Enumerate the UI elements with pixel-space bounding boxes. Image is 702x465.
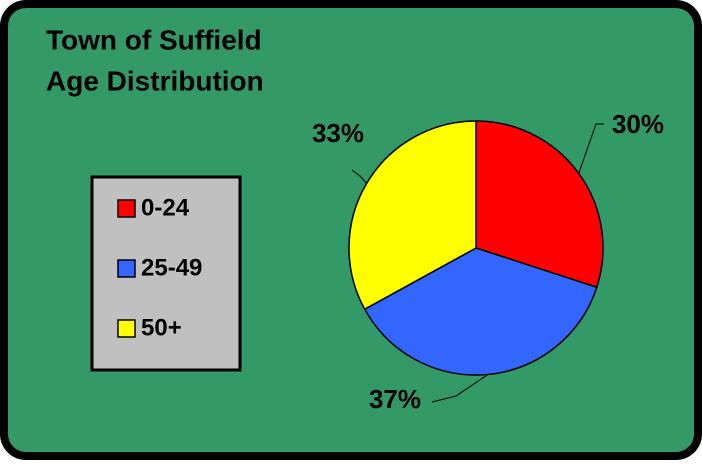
legend-swatch: [117, 319, 136, 338]
legend-swatch: [117, 259, 136, 278]
pie-slice: [475, 120, 604, 289]
data-label: 33%: [312, 118, 364, 148]
pie-slice: [363, 247, 598, 376]
legend-label: 25-49: [141, 254, 202, 281]
chart-title: Age Distribution: [46, 65, 264, 96]
legend-label: 0-24: [141, 194, 190, 221]
leader-line: [431, 374, 489, 403]
data-label: 37%: [369, 384, 421, 414]
leader-line: [351, 169, 368, 184]
legend-box: [90, 175, 242, 372]
data-label: 30%: [612, 109, 664, 139]
legend-swatch: [117, 199, 136, 218]
chart-title: Town of Suffield: [46, 24, 262, 55]
leader-line: [578, 123, 604, 174]
legend-label: 50+: [141, 314, 182, 341]
pie-slice: [348, 120, 477, 311]
